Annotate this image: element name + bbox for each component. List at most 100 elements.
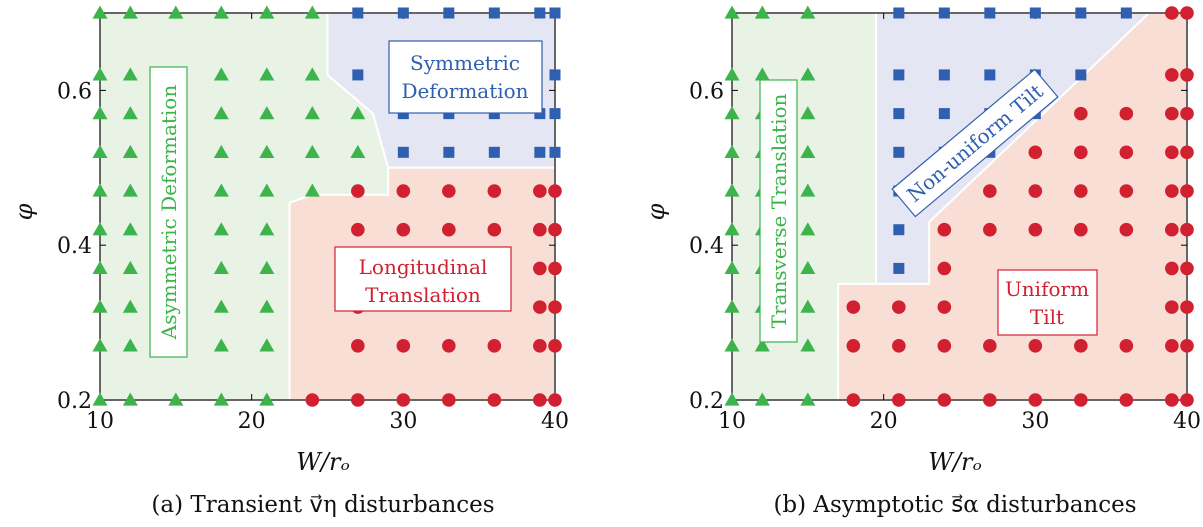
- y-tick-label: 0.6: [689, 79, 724, 104]
- panel-a-xlabel: W/rₒ: [296, 448, 349, 476]
- square-marker: [397, 108, 409, 120]
- triangle-marker: [259, 299, 275, 313]
- square-marker: [1075, 7, 1087, 19]
- circle-marker: [1165, 68, 1179, 82]
- y-tick-label: 0.2: [689, 389, 724, 414]
- square-marker: [984, 7, 996, 19]
- circle-marker: [983, 393, 997, 407]
- triangle-marker: [122, 260, 138, 275]
- region-label-transverse-translation: Transverse Translation: [767, 93, 791, 328]
- square-marker: [443, 108, 455, 120]
- region-label-uniform-line2: Tilt: [1030, 305, 1064, 329]
- square-marker: [1075, 69, 1087, 81]
- circle-marker: [442, 222, 456, 237]
- square-marker: [443, 7, 455, 19]
- circle-marker: [1165, 184, 1179, 198]
- triangle-marker: [754, 5, 770, 19]
- triangle-marker: [304, 183, 320, 197]
- circle-marker: [892, 339, 906, 353]
- square-marker: [938, 108, 950, 120]
- circle-marker: [487, 222, 502, 237]
- triangle-marker: [304, 144, 320, 158]
- circle-marker: [396, 222, 411, 237]
- x-tick-label: 20: [870, 409, 898, 434]
- circle-marker: [442, 184, 456, 198]
- triangle-marker: [92, 392, 108, 406]
- triangle-marker: [213, 5, 229, 19]
- circle-marker: [548, 339, 562, 353]
- panel-a-plot-frame: [99, 12, 556, 401]
- square-marker: [938, 69, 950, 81]
- square-marker: [893, 146, 905, 158]
- triangle-marker: [800, 5, 816, 19]
- circle-marker: [1165, 393, 1179, 407]
- triangle-marker: [800, 183, 816, 197]
- triangle-marker: [754, 392, 770, 406]
- triangle-marker: [213, 392, 229, 406]
- circle-marker: [548, 261, 562, 276]
- y-tick-label: 0.6: [57, 79, 92, 104]
- triangle-marker: [168, 392, 184, 406]
- region-label-symmetric-line2: Deformation: [401, 79, 528, 103]
- triangle-marker: [304, 5, 320, 19]
- circle-marker: [1074, 184, 1088, 198]
- circle-marker: [1028, 184, 1043, 198]
- square-marker: [938, 7, 950, 19]
- circle-marker: [351, 184, 365, 198]
- panel-b-caption: (b) Asymptotic s⃗α disturbances: [773, 492, 1136, 518]
- triangle-marker: [800, 338, 816, 352]
- circle-marker: [396, 184, 411, 198]
- x-tick-label: 30: [1021, 409, 1049, 434]
- triangle-marker: [259, 222, 275, 236]
- square-marker: [893, 262, 905, 274]
- region-label-uniform-line1: Uniform: [1005, 277, 1089, 301]
- triangle-marker: [724, 392, 740, 406]
- panel-a-label-symmetric: Symmetric Deformation Symmetric Deformat…: [388, 40, 543, 114]
- circle-marker: [892, 393, 906, 407]
- triangle-marker: [259, 338, 275, 352]
- triangle-marker: [92, 222, 108, 236]
- square-marker: [488, 108, 500, 120]
- triangle-marker: [213, 338, 229, 352]
- panel-b-label-uniform: Uniform Tilt: [997, 269, 1098, 336]
- x-tick-label: 10: [718, 409, 746, 434]
- region-label-symmetric-line1: Symmetric: [410, 51, 520, 75]
- circle-marker: [983, 184, 997, 198]
- triangle-marker: [800, 67, 816, 81]
- circle-marker: [1074, 393, 1088, 407]
- square-marker: [893, 224, 905, 236]
- triangle-marker: [724, 5, 740, 19]
- circle-marker: [983, 222, 997, 237]
- circle-marker: [351, 393, 365, 407]
- panel-a-marks: [92, 5, 562, 407]
- square-marker: [549, 146, 561, 158]
- y-tick-label: 0.2: [57, 389, 92, 414]
- circle-marker: [937, 393, 952, 407]
- panel-a-ylabel: φ: [10, 203, 38, 220]
- triangle-marker: [122, 338, 138, 352]
- circle-marker: [533, 261, 547, 276]
- circle-marker: [1165, 222, 1179, 237]
- circle-marker: [1180, 261, 1194, 276]
- circle-marker: [1180, 145, 1194, 160]
- x-tick-label: 40: [1173, 409, 1201, 434]
- square-marker: [352, 69, 364, 81]
- x-tick-label: 40: [541, 409, 569, 434]
- x-tick-label: 30: [389, 409, 417, 434]
- circle-marker: [937, 339, 952, 353]
- circle-marker: [1165, 6, 1179, 20]
- circle-marker: [1119, 222, 1134, 237]
- triangle-marker: [92, 260, 108, 275]
- circle-marker: [937, 300, 952, 314]
- triangle-marker: [168, 5, 184, 19]
- circle-marker: [351, 222, 365, 237]
- panel-a-caption: (a) Transient v⃗η disturbances: [151, 492, 494, 518]
- triangle-marker: [724, 106, 740, 120]
- square-marker: [1120, 7, 1132, 19]
- triangle-marker: [800, 392, 816, 406]
- circle-marker: [1119, 145, 1134, 160]
- triangle-marker: [92, 67, 108, 81]
- square-marker: [397, 146, 409, 158]
- triangle-marker: [724, 222, 740, 236]
- triangle-marker: [259, 67, 275, 81]
